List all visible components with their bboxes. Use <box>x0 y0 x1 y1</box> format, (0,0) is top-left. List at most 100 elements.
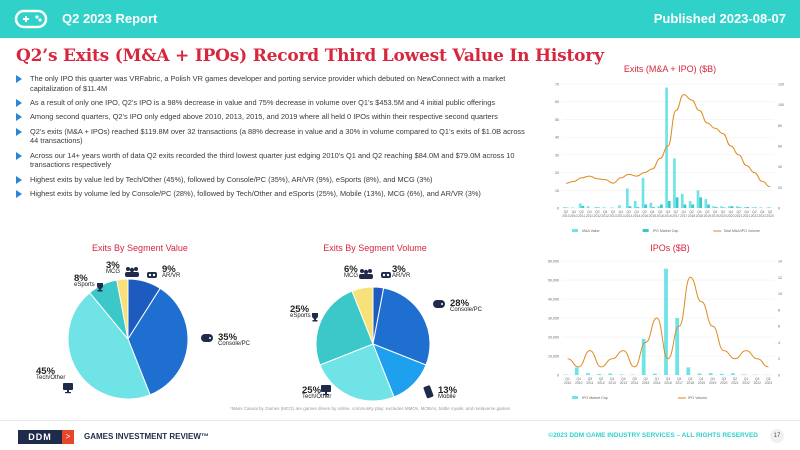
bar-ipo-market-cap <box>707 204 710 208</box>
bar-m-a-value <box>665 87 668 208</box>
x-tick-quarter: Q1 <box>655 377 660 381</box>
y-left-tick: 60 <box>555 100 559 104</box>
y-right-tick: 12 <box>778 276 782 280</box>
legend-swatch <box>572 229 578 232</box>
x-tick-year: 2017 <box>680 214 688 218</box>
volume-console-pct: 28% <box>450 298 470 309</box>
x-tick-year: 2020 <box>720 381 728 385</box>
value-label-tech: 45% Tech/Other <box>36 367 66 382</box>
x-tick-year: 2010 <box>562 214 570 218</box>
volume-arvr-pct: 3% <box>392 264 406 275</box>
bullet-item: The only IPO this quarter was VRFabric, … <box>16 74 528 93</box>
bar-ipo-market-cap <box>746 207 750 208</box>
y-right-tick: 120 <box>778 83 784 87</box>
bar-ipo-market-cap <box>719 373 724 375</box>
bar-m-a-value <box>767 207 770 208</box>
x-tick-quarter: Q2 <box>627 210 632 214</box>
bar-ipo-market-cap <box>691 204 695 208</box>
ipos-combo-chart: 0 10,000 20,000 30,000 40,000 50,000 60,000 0 2 4… <box>548 260 782 401</box>
value-tech-name: Tech/Other <box>36 375 66 381</box>
y-left-tick: 30,000 <box>548 317 559 321</box>
x-tick-year: 2020 <box>727 214 735 218</box>
volume-esports-pct: 25% <box>290 304 310 315</box>
volume-tech-pct: 25% <box>302 385 322 396</box>
legend-swatch <box>572 396 578 399</box>
volume-mobile-name: Mobile <box>438 394 456 400</box>
legend-label: Total M&A/IPO Volume <box>723 229 760 233</box>
report-label: Q2 2023 Report <box>62 11 158 26</box>
bar-m-a-value <box>594 206 598 208</box>
bullet-text: Highest exits by volume led by Console/P… <box>30 189 481 199</box>
arrow-icon <box>16 190 22 199</box>
bar-ipo-market-cap <box>675 197 679 208</box>
value-pie-title: Exits By Segment Value <box>92 243 188 253</box>
x-tick-quarter: Q3 <box>588 377 593 381</box>
exits-chart-title: Exits (M&A + IPO) ($B) <box>623 64 717 74</box>
value-mcg-pct: 3% <box>106 260 120 271</box>
value-esports-name: eSports <box>74 282 95 288</box>
trophy-icon <box>312 313 318 322</box>
x-tick-year: 2011 <box>586 214 593 218</box>
arrow-icon <box>16 127 22 136</box>
copyright: ©2023 DDM GAME INDUSTRY SERVICES – ALL R… <box>548 432 758 439</box>
x-tick-year: 2010 <box>564 381 572 385</box>
pie-slice-mcg <box>116 278 129 340</box>
bar-ipo-market-cap <box>585 373 590 375</box>
y-left-tick: 0 <box>557 374 559 378</box>
x-tick-year: 2020 <box>719 214 727 218</box>
x-tick-quarter: Q4 <box>697 210 702 214</box>
bar-m-a-value <box>688 200 692 208</box>
bullet-text: As a result of only one IPO, Q2’s IPO is… <box>30 97 496 107</box>
published-date: Published 2023-08-07 <box>653 11 786 26</box>
bullet-item: Highest exits by value led by Tech/Other… <box>16 175 528 185</box>
volume-mcg-pct: 6% <box>344 264 358 275</box>
y-right-tick: 10 <box>778 292 782 296</box>
volume-mobile-pct: 13% <box>438 385 458 396</box>
x-tick-year: 2013 <box>609 381 617 385</box>
bar-ipo-market-cap <box>667 200 671 208</box>
page-number: 17 <box>770 429 784 443</box>
monitor-icon <box>321 385 331 396</box>
x-tick-quarter: Q2 <box>752 210 757 214</box>
x-tick-year: 2023 <box>766 214 774 218</box>
arrow-icon <box>16 75 22 83</box>
y-left-tick: 70 <box>555 83 559 87</box>
bar-ipo-market-cap <box>754 207 757 208</box>
bar-m-a-value <box>735 206 739 208</box>
x-tick-quarter: Q4 <box>577 377 582 381</box>
bullet-item: Across our 14+ years worth of data Q2 ex… <box>16 151 528 170</box>
x-tick-year: 2016 <box>656 214 664 218</box>
bar-m-a-value <box>578 203 582 208</box>
bullet-item: Among second quarters, Q2’s IPO only edg… <box>16 112 528 122</box>
value-arvr-name: AR/VR <box>162 273 181 279</box>
x-tick-quarter: Q4 <box>650 210 655 214</box>
volume-esports-name: eSports <box>290 313 311 319</box>
y-left-tick: 40 <box>555 136 559 140</box>
bar-m-a-value <box>633 200 637 208</box>
x-tick-quarter: Q1 <box>744 377 749 381</box>
bar-ipo-market-cap <box>636 207 640 208</box>
bar-m-a-value <box>728 206 731 208</box>
series-line-ipo-volume <box>567 276 769 368</box>
x-tick-year: 2018 <box>687 381 695 385</box>
volume-label-mobile: 13% Mobile <box>438 385 458 401</box>
x-tick-year: 2012 <box>602 214 610 218</box>
x-tick-year: 2022 <box>759 214 767 218</box>
volume-arvr-name: AR/VR <box>392 273 411 279</box>
y-right-tick: 14 <box>778 260 782 264</box>
x-tick-quarter: Q4 <box>572 210 577 214</box>
bar-m-a-value <box>586 206 590 208</box>
bar-ipo-market-cap <box>715 207 718 208</box>
bullet-list: The only IPO this quarter was VRFabric, … <box>16 74 528 204</box>
x-tick-year: 2022 <box>742 381 750 385</box>
exits-combo-chart: 010203040506070020406080100120Q22010Q420… <box>555 83 784 234</box>
value-pie-chart <box>67 278 189 400</box>
bar-ipo-market-cap <box>697 373 702 375</box>
bar-ipo-market-cap <box>652 373 657 375</box>
bar-m-a-value <box>602 207 606 208</box>
y-left-tick: 10 <box>555 189 559 193</box>
x-tick-year: 2013 <box>617 214 625 218</box>
volume-mcg-name: MCG <box>344 273 358 279</box>
page-title: Q2’s Exits (M&A + IPOs) Record Third Low… <box>16 46 604 66</box>
value-console-pct: 35% <box>218 332 238 343</box>
